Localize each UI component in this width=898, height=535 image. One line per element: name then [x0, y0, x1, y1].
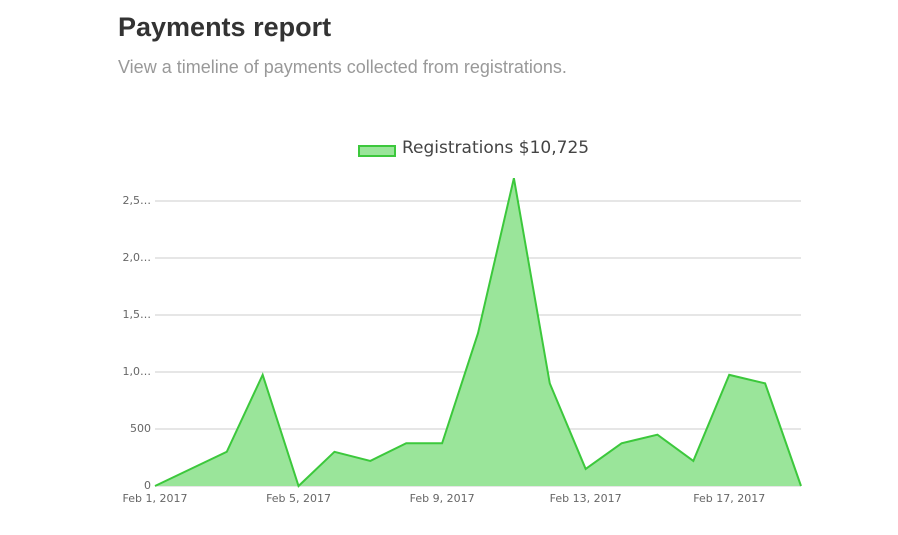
x-tick-label: Feb 5, 2017: [266, 492, 331, 505]
page-subtitle: View a timeline of payments collected fr…: [118, 57, 567, 77]
x-tick-label: Feb 1, 2017: [123, 492, 188, 505]
legend-label: Registrations $10,725: [402, 138, 589, 158]
y-tick-label: 1,0…: [123, 365, 152, 378]
legend-swatch: [358, 145, 396, 157]
x-tick-label: Feb 9, 2017: [410, 492, 475, 505]
y-tick-label: 0: [144, 479, 151, 492]
x-tick-label: Feb 17, 2017: [693, 492, 765, 505]
y-tick-label: 1,5…: [123, 308, 152, 321]
y-tick-label: 2,0…: [123, 251, 152, 264]
area-line: [154, 177, 802, 488]
y-tick-label: 500: [130, 422, 151, 435]
y-tick-label: 2,5…: [123, 194, 152, 207]
x-tick-label: Feb 13, 2017: [550, 492, 622, 505]
page-title: Payments report: [118, 12, 332, 42]
area-fill: [155, 178, 801, 486]
